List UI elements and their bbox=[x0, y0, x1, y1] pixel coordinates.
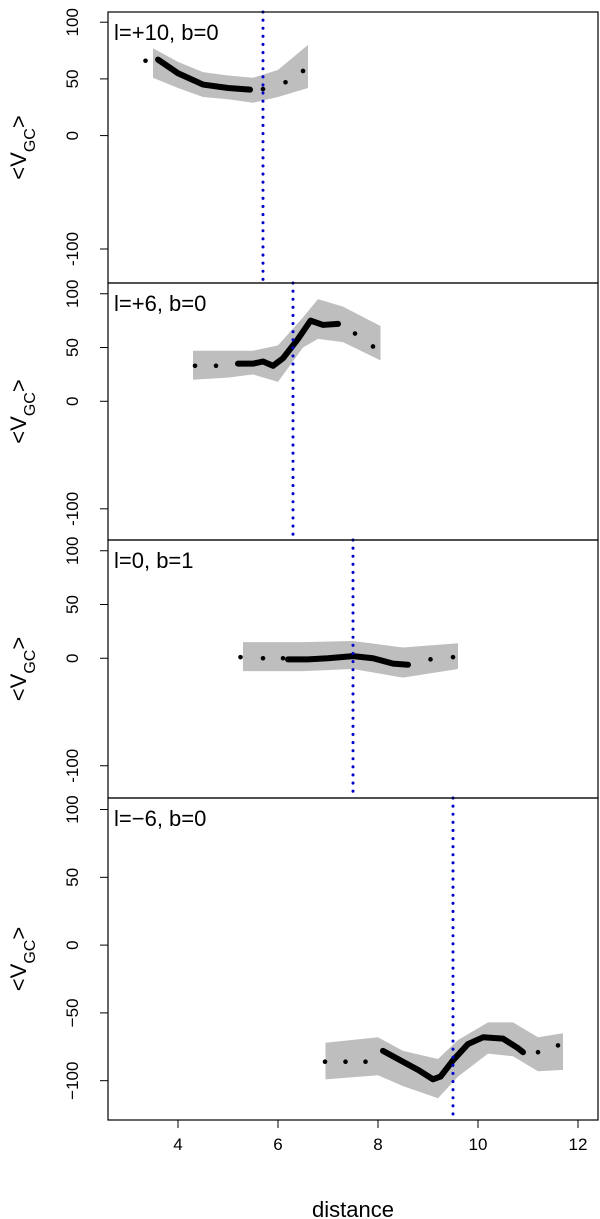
confidence-band bbox=[193, 299, 381, 382]
data-point bbox=[322, 1059, 328, 1065]
data-point bbox=[213, 363, 219, 369]
panel: -100 0 50 100 <VGC> l=0, b=1 bbox=[6, 537, 599, 800]
y-tick-label: 50 bbox=[63, 338, 82, 357]
y-tick-label: 50 bbox=[63, 595, 82, 614]
data-point bbox=[280, 655, 286, 661]
data-point bbox=[300, 68, 306, 74]
data-point bbox=[343, 1059, 348, 1065]
panel-frame bbox=[107, 11, 599, 284]
data-point bbox=[428, 657, 433, 662]
panel-label: l=+6, b=0 bbox=[114, 291, 206, 316]
y-tick-label: 100 bbox=[63, 537, 82, 565]
confidence-band bbox=[153, 44, 308, 103]
smooth-line bbox=[285, 653, 411, 668]
y-axis-label-part: GC bbox=[22, 940, 39, 964]
data-point bbox=[238, 654, 243, 660]
x-axis-label: distance bbox=[312, 1197, 394, 1219]
y-axis-label-part: > bbox=[6, 115, 31, 128]
y-axis-label: <VGC> bbox=[6, 927, 39, 991]
y-axis-label-part: > bbox=[6, 379, 31, 392]
y-axis-label-part: <V bbox=[6, 963, 31, 991]
data-point bbox=[363, 1059, 368, 1065]
y-tick-label: 0 bbox=[63, 654, 82, 663]
x-tick-label: 8 bbox=[373, 1135, 382, 1154]
y-axis-label-part: <V bbox=[6, 416, 31, 444]
data-point bbox=[283, 80, 288, 85]
y-axis-label-part: GC bbox=[22, 128, 39, 152]
y-tick-label: 0 bbox=[63, 131, 82, 140]
y-tick-label: 50 bbox=[63, 868, 82, 887]
y-tick-label: 100 bbox=[63, 280, 82, 308]
y-axis-label: <VGC> bbox=[6, 115, 39, 179]
data-point bbox=[260, 655, 266, 661]
y-tick-label: 0 bbox=[63, 940, 82, 949]
y-axis-label-part: > bbox=[6, 637, 31, 650]
panel-label: l=0, b=1 bbox=[114, 548, 194, 573]
smooth-line bbox=[380, 1034, 526, 1083]
data-point bbox=[192, 363, 198, 369]
data-point bbox=[260, 86, 266, 92]
y-tick-label: 50 bbox=[63, 69, 82, 88]
smooth-line bbox=[235, 317, 341, 369]
y-tick-label: 0 bbox=[63, 397, 82, 406]
data-point bbox=[352, 331, 358, 336]
panel-label: l=+10, b=0 bbox=[114, 20, 219, 45]
data-point bbox=[370, 344, 376, 349]
x-tick-label: 4 bbox=[173, 1135, 182, 1154]
y-axis-label-part: GC bbox=[22, 392, 39, 416]
y-axis-label: <VGC> bbox=[6, 379, 39, 443]
y-axis-label-part: <V bbox=[6, 673, 31, 701]
data-point bbox=[450, 654, 456, 660]
y-tick-label: 100 bbox=[63, 8, 82, 36]
y-axis-label-part: <V bbox=[6, 152, 31, 180]
panel-label: l=−6, b=0 bbox=[114, 806, 206, 831]
y-tick-label: 100 bbox=[63, 795, 82, 823]
data-point bbox=[143, 58, 148, 64]
x-tick-label: 10 bbox=[469, 1135, 488, 1154]
y-axis-label-part: > bbox=[6, 927, 31, 940]
y-tick-label: -100 bbox=[63, 232, 82, 266]
y-axis-label-part: GC bbox=[22, 650, 39, 674]
panel-frame bbox=[107, 797, 599, 1121]
panel: -100 0 50 100 <VGC> l=+10, b=0 bbox=[6, 8, 599, 285]
data-point bbox=[535, 1049, 541, 1055]
x-tick-label: 6 bbox=[273, 1135, 282, 1154]
y-tick-label: −100 bbox=[63, 1062, 82, 1100]
panel: −100 −50 0 50 100 <VGC> l=−6, b=0 4 6 8 10 12 distan… bbox=[6, 795, 599, 1219]
y-tick-label: −50 bbox=[63, 998, 82, 1027]
y-tick-label: -100 bbox=[63, 749, 82, 783]
x-tick-label: 12 bbox=[569, 1135, 588, 1154]
y-axis-label: <VGC> bbox=[6, 637, 39, 701]
confidence-band bbox=[325, 1022, 563, 1099]
smooth-line bbox=[155, 56, 253, 93]
panel: -100 0 50 100 <VGC> l=+6, b=0 bbox=[6, 280, 599, 542]
y-tick-label: -100 bbox=[63, 492, 82, 526]
data-point bbox=[555, 1043, 561, 1048]
